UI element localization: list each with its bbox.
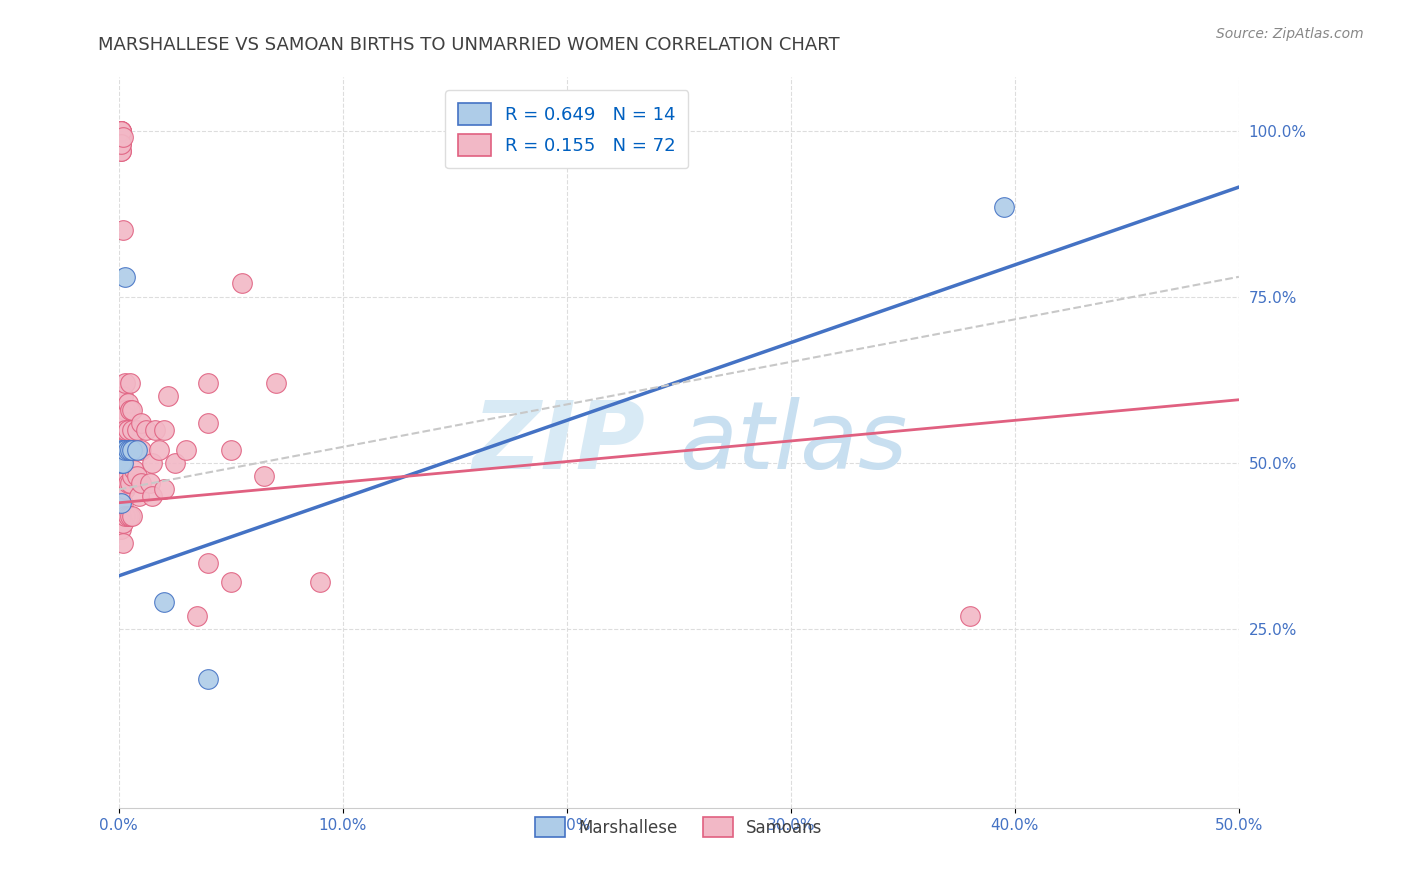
- Point: [110, 456, 132, 470]
- Point: [110, 144, 132, 158]
- Point: [253, 469, 276, 483]
- Point: [112, 389, 135, 403]
- Point: [112, 223, 135, 237]
- Point: [148, 442, 170, 457]
- Point: [117, 469, 139, 483]
- Point: [128, 489, 150, 503]
- Legend: Marshallese, Samoans: Marshallese, Samoans: [529, 810, 830, 844]
- Point: [163, 456, 186, 470]
- Point: [112, 516, 135, 530]
- Point: [121, 442, 143, 457]
- Point: [117, 509, 139, 524]
- Text: MARSHALLESE VS SAMOAN BIRTHS TO UNMARRIED WOMEN CORRELATION CHART: MARSHALLESE VS SAMOAN BIRTHS TO UNMARRIE…: [98, 36, 839, 54]
- Point: [117, 396, 139, 410]
- Point: [110, 123, 132, 137]
- Point: [118, 509, 141, 524]
- Point: [157, 389, 180, 403]
- Text: atlas: atlas: [679, 398, 907, 489]
- Point: [110, 136, 132, 151]
- Point: [110, 442, 132, 457]
- Point: [114, 483, 136, 497]
- Point: [174, 442, 197, 457]
- Point: [110, 496, 132, 510]
- Point: [110, 522, 132, 536]
- Point: [110, 123, 132, 137]
- Point: [114, 442, 136, 457]
- Point: [219, 575, 242, 590]
- Point: [121, 469, 143, 483]
- Point: [197, 556, 219, 570]
- Point: [197, 376, 219, 391]
- Point: [117, 442, 139, 457]
- Point: [112, 130, 135, 145]
- Point: [118, 442, 141, 457]
- Point: [129, 416, 152, 430]
- Point: [186, 608, 208, 623]
- Point: [129, 442, 152, 457]
- Point: [143, 423, 166, 437]
- Point: [114, 509, 136, 524]
- Point: [118, 376, 141, 391]
- Point: [112, 535, 135, 549]
- Point: [993, 200, 1015, 214]
- Point: [231, 277, 253, 291]
- Point: [152, 483, 174, 497]
- Point: [124, 462, 146, 476]
- Point: [110, 509, 132, 524]
- Point: [118, 475, 141, 490]
- Point: [141, 489, 163, 503]
- Point: [219, 442, 242, 457]
- Point: [197, 416, 219, 430]
- Point: [117, 475, 139, 490]
- Point: [112, 483, 135, 497]
- Point: [117, 423, 139, 437]
- Point: [110, 144, 132, 158]
- Point: [112, 442, 135, 457]
- Point: [139, 475, 162, 490]
- Point: [264, 376, 287, 391]
- Point: [114, 409, 136, 424]
- Point: [112, 456, 135, 470]
- Point: [121, 423, 143, 437]
- Point: [110, 483, 132, 497]
- Point: [125, 469, 148, 483]
- Point: [118, 402, 141, 417]
- Point: [118, 442, 141, 457]
- Point: [112, 423, 135, 437]
- Point: [141, 456, 163, 470]
- Point: [114, 376, 136, 391]
- Point: [309, 575, 332, 590]
- Point: [152, 423, 174, 437]
- Text: ZIP: ZIP: [472, 397, 645, 489]
- Point: [121, 509, 143, 524]
- Point: [114, 269, 136, 284]
- Point: [124, 442, 146, 457]
- Point: [114, 402, 136, 417]
- Text: Source: ZipAtlas.com: Source: ZipAtlas.com: [1216, 27, 1364, 41]
- Point: [112, 456, 135, 470]
- Point: [135, 423, 157, 437]
- Point: [197, 672, 219, 686]
- Point: [152, 595, 174, 609]
- Point: [110, 130, 132, 145]
- Point: [959, 608, 981, 623]
- Point: [121, 402, 143, 417]
- Point: [114, 423, 136, 437]
- Point: [110, 136, 132, 151]
- Point: [110, 123, 132, 137]
- Point: [110, 123, 132, 137]
- Point: [129, 475, 152, 490]
- Point: [112, 496, 135, 510]
- Point: [125, 442, 148, 457]
- Point: [117, 442, 139, 457]
- Point: [125, 423, 148, 437]
